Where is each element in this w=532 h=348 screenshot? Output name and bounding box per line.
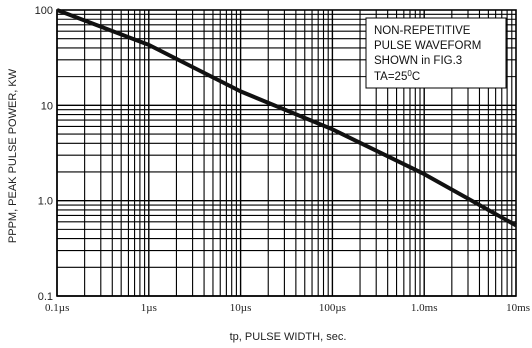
x-axis-title: tp, PULSE WIDTH, sec.	[230, 331, 347, 343]
y-axis-title: PPPM, PEAK PULSE POWER, KW	[7, 68, 19, 243]
x-tick-label: 1.0ms	[411, 302, 438, 314]
annotation-box: NON-REPETITIVE PULSE WAVEFORM SHOWN in F…	[365, 17, 507, 89]
x-tick-labels: 0.1µs 1µs 10µs 100µs 1.0ms 10ms	[45, 302, 530, 314]
series-layer	[56, 8, 517, 228]
series-line	[56, 8, 517, 228]
x-tick-label: 10ms	[506, 302, 530, 314]
grid-lines	[56, 10, 516, 297]
y-tick-label: 10	[41, 100, 53, 112]
y-tick-label: 100	[35, 5, 53, 17]
annotation-temperature: TA=250C	[374, 69, 420, 83]
x-tick-label: 10µs	[230, 302, 252, 314]
annotation-line-1: NON-REPETITIVE	[374, 25, 471, 37]
x-tick-label: 0.1µs	[45, 302, 69, 314]
annotation-line-3: SHOWN in FIG.3	[374, 55, 462, 67]
y-tick-labels: 100 10 1.0 0.1	[35, 5, 53, 303]
y-tick-label: 0.1	[38, 291, 53, 303]
annotation-line-2: PULSE WAVEFORM	[374, 40, 481, 52]
plot-frame	[56, 9, 517, 297]
annotation-background	[365, 17, 507, 89]
x-tick-label: 1µs	[141, 302, 157, 314]
y-tick-label: 1.0	[38, 196, 53, 208]
x-tick-label: 100µs	[319, 302, 346, 314]
